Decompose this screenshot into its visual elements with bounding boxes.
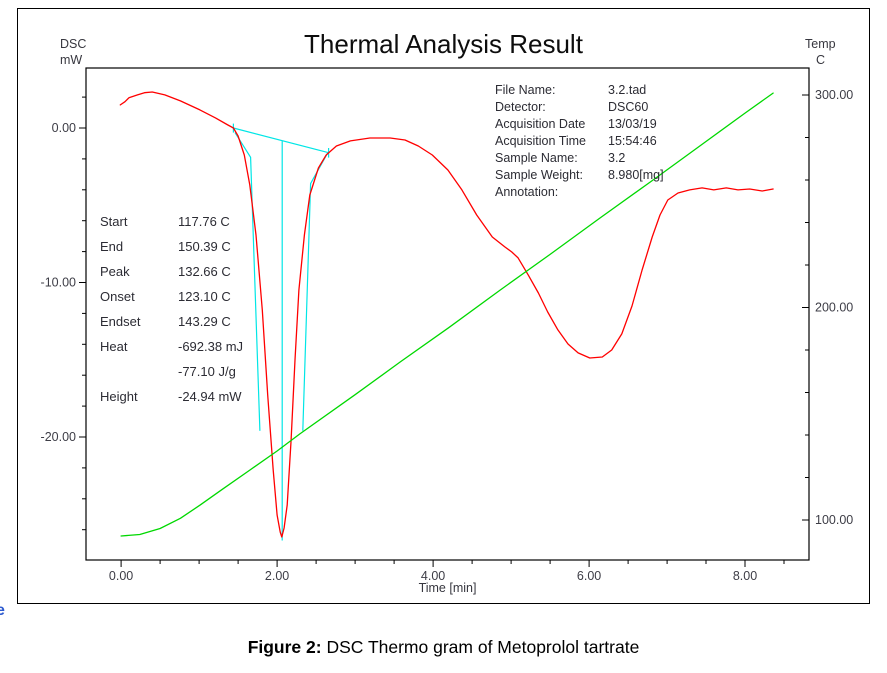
right-axis-unit-line2: C: [816, 53, 826, 67]
result-row-value: 117.76 C: [178, 214, 230, 229]
x-tick-label: 6.00: [577, 569, 601, 583]
result-row-label: [100, 359, 178, 384]
info-row-label: Annotation:: [495, 185, 559, 199]
info-row-value: 8.980[mg]: [608, 168, 664, 182]
info-row-label: File Name:: [495, 83, 556, 97]
result-row-value: 143.29 C: [178, 314, 231, 329]
info-row-value: 3.2.tad: [608, 83, 647, 97]
info-row-label: Detector:: [495, 100, 546, 114]
right-axis-unit-label: Temp C: [805, 36, 836, 68]
chart-title: Thermal Analysis Result: [304, 29, 583, 59]
info-row-value: DSC60: [608, 100, 649, 114]
figure-caption-text: DSC Thermo gram of Metoprolol tartrate: [321, 637, 640, 657]
result-row-value: 132.66 C: [178, 264, 231, 279]
info-row: Annotation:: [495, 184, 664, 201]
left-axis-unit-line2: mW: [60, 53, 83, 67]
result-row: -77.10 J/g: [100, 359, 243, 384]
plot-border: [85, 67, 810, 561]
left-axis-unit-label: DSC mW: [60, 36, 86, 68]
info-row-label: Acquisition Date: [495, 117, 586, 131]
result-row-label: Height: [100, 389, 138, 404]
x-tick-label: 4.00: [421, 569, 445, 583]
info-row: Sample Name: 3.2: [495, 150, 664, 167]
figure-caption-number: Figure 2:: [247, 637, 322, 657]
result-row-label: Heat: [100, 339, 128, 354]
result-row: Peak 132.66 C: [100, 259, 243, 284]
left-axis-unit-line1: DSC: [60, 37, 87, 51]
info-row: Detector: DSC60: [495, 99, 664, 116]
result-row-value: -77.10 J/g: [178, 364, 236, 379]
temperature-ramp-curve: [120, 92, 774, 537]
info-row: File Name: 3.2.tad: [495, 82, 664, 99]
x-tick-label: 2.00: [265, 569, 289, 583]
y-right-tick-label: 100.00: [815, 513, 853, 527]
peak-results-box: Start 117.76 C End 150.39 C Peak 132.66 C Onse…: [100, 209, 243, 409]
figure-caption: Figure 2: DSC Thermo gram of Metoprolol …: [0, 637, 887, 658]
y-right-tick-label: 300.00: [815, 88, 853, 102]
result-row: Onset 123.10 C: [100, 284, 243, 309]
dsc-heat-flow-curve: [119, 91, 774, 538]
result-row-label: Endset: [100, 314, 141, 329]
result-row: Endset 143.29 C: [100, 309, 243, 334]
acquisition-info-box: File Name: 3.2.tad Detector: DSC60 Acquisiti…: [495, 82, 664, 201]
info-row: Acquisition Date 13/03/19: [495, 116, 664, 133]
clipped-stray-character: e: [0, 602, 5, 619]
result-row-label: Start: [100, 214, 128, 229]
result-row-value: 150.39 C: [178, 239, 231, 254]
peak-construction-line: [233, 127, 329, 154]
info-row-label: Acquisition Time: [495, 134, 587, 148]
result-row: End 150.39 C: [100, 234, 243, 259]
y-right-tick-label: 200.00: [815, 301, 853, 315]
result-row-value: -692.38 mJ: [178, 339, 244, 354]
x-tick-label: 0.00: [109, 569, 133, 583]
info-row-label: Sample Name:: [495, 151, 578, 165]
info-row-value: 3.2: [608, 151, 626, 165]
result-row-label: Onset: [100, 289, 135, 304]
result-row: Height -24.94 mW: [100, 384, 243, 409]
x-axis-label: Time [min]: [418, 581, 477, 595]
peak-construction-line: [302, 152, 329, 431]
info-row: Sample Weight: 8.980[mg]: [495, 167, 664, 184]
y-left-tick-label: -10.00: [41, 276, 76, 290]
right-axis-unit-line1: Temp: [805, 37, 836, 51]
info-row-value: 15:54:46: [608, 134, 657, 148]
result-row-label: Peak: [100, 264, 130, 279]
y-left-tick-label: 0.00: [52, 121, 76, 135]
info-row: Acquisition Time 15:54:46: [495, 133, 664, 150]
x-tick-label: 8.00: [733, 569, 757, 583]
result-row-label: End: [100, 239, 124, 254]
info-row-value: 13/03/19: [608, 117, 657, 131]
result-row-value: -24.94 mW: [178, 389, 242, 404]
result-row: Start 117.76 C: [100, 209, 243, 234]
info-row-label: Sample Weight:: [495, 168, 584, 182]
chart-frame: [17, 8, 870, 604]
result-row-value: 123.10 C: [178, 289, 231, 304]
result-row: Heat -692.38 mJ: [100, 334, 243, 359]
y-left-tick-label: -20.00: [41, 430, 76, 444]
